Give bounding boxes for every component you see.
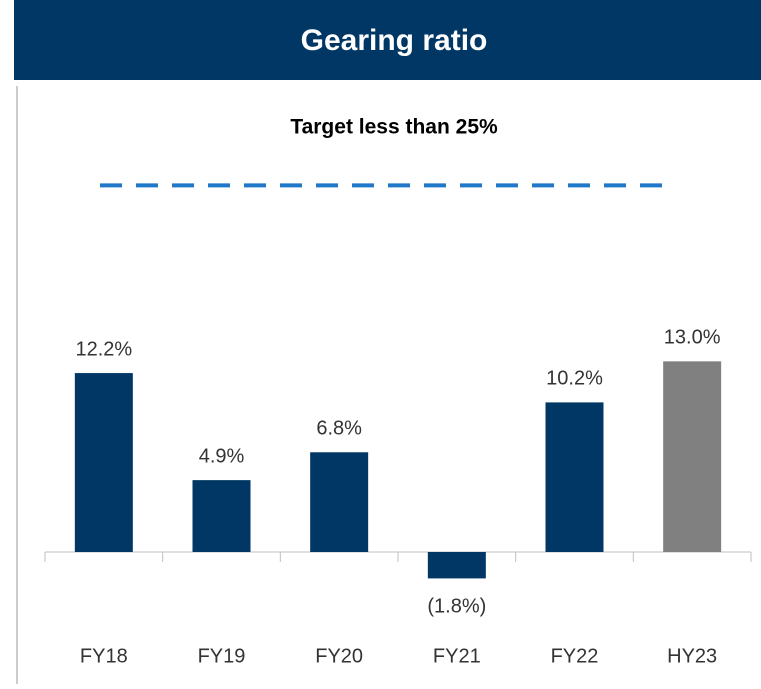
bar	[192, 480, 251, 552]
x-tick-label: HY23	[667, 645, 717, 667]
value-label: 12.2%	[75, 338, 132, 360]
title-band	[14, 0, 761, 80]
bar	[663, 361, 722, 552]
x-tick-label: FY19	[198, 645, 246, 667]
chart-title: Gearing ratio	[301, 24, 488, 57]
bar	[74, 373, 133, 552]
value-label: 6.8%	[316, 418, 362, 440]
bar	[427, 552, 486, 579]
bar	[310, 452, 369, 552]
x-tick-label: FY22	[551, 645, 599, 667]
x-tick-label: FY20	[315, 645, 363, 667]
bar	[545, 402, 604, 552]
value-label: 13.0%	[664, 327, 721, 349]
value-label: (1.8%)	[427, 596, 486, 618]
x-tick-label: FY21	[433, 645, 481, 667]
value-label: 10.2%	[546, 368, 603, 390]
chart-subtitle: Target less than 25%	[290, 116, 498, 139]
value-label: 4.9%	[199, 445, 245, 467]
x-tick-label: FY18	[80, 645, 128, 667]
